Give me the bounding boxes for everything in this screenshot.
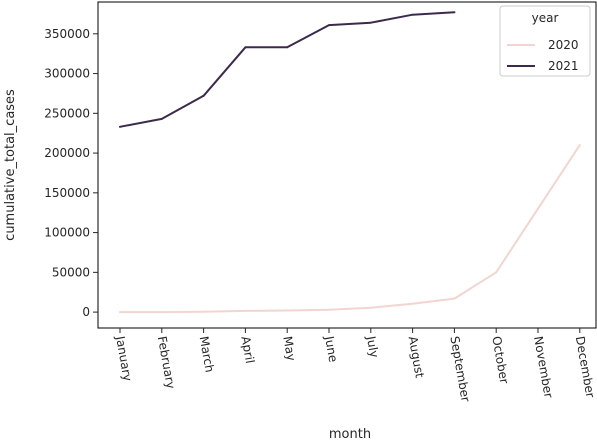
x-tick-label: January bbox=[113, 334, 135, 382]
y-tick-label: 250000 bbox=[44, 106, 90, 120]
x-tick-label: April bbox=[238, 335, 257, 364]
x-tick-label: May bbox=[280, 335, 298, 362]
x-axis-ticks: January February March April May June July Augu… bbox=[113, 328, 597, 403]
y-tick-label: 0 bbox=[82, 305, 90, 319]
y-tick-label: 300000 bbox=[44, 67, 90, 81]
x-tick-label: August bbox=[406, 335, 427, 379]
y-tick-label: 100000 bbox=[44, 226, 90, 240]
data-point-2020 bbox=[578, 144, 581, 147]
data-point-2021 bbox=[119, 125, 121, 128]
x-tick-label: March bbox=[197, 335, 217, 373]
x-tick-label: June bbox=[322, 334, 341, 363]
data-point-2021 bbox=[411, 13, 414, 16]
data-point-2020 bbox=[202, 310, 205, 313]
x-tick-label: September bbox=[447, 335, 472, 403]
y-axis-label: cumulative_total_cases bbox=[3, 89, 18, 241]
series-line-2020 bbox=[119, 144, 581, 314]
data-point-2020 bbox=[495, 271, 498, 274]
data-point-2020 bbox=[244, 310, 247, 312]
data-point-2020 bbox=[328, 308, 330, 311]
legend-frame bbox=[499, 5, 591, 77]
data-point-2020 bbox=[411, 302, 414, 305]
y-axis-ticks: 0 50000 100000 150000 200000 250000 300000 3500… bbox=[44, 27, 98, 319]
legend-label-2021: 2021 bbox=[548, 59, 579, 73]
legend-label-2020: 2020 bbox=[548, 38, 579, 52]
x-axis-label: month bbox=[329, 427, 371, 442]
data-point-2020 bbox=[453, 297, 456, 300]
x-tick-label: October bbox=[489, 335, 511, 385]
data-point-2020 bbox=[537, 207, 539, 210]
data-point-2021 bbox=[286, 46, 289, 49]
data-point-2020 bbox=[369, 306, 372, 309]
legend-title: year bbox=[532, 11, 559, 25]
data-point-2021 bbox=[160, 118, 163, 120]
x-tick-label: November bbox=[531, 335, 556, 399]
data-point-2021 bbox=[453, 11, 456, 14]
y-tick-label: 200000 bbox=[44, 146, 90, 160]
data-point-2020 bbox=[119, 311, 121, 313]
y-tick-label: 350000 bbox=[44, 27, 90, 41]
series-lines bbox=[119, 11, 581, 314]
y-tick-label: 50000 bbox=[52, 265, 90, 279]
data-point-2020 bbox=[160, 311, 163, 313]
x-tick-label: February bbox=[155, 335, 178, 390]
data-point-2021 bbox=[244, 46, 247, 49]
legend: year 2020 2021 bbox=[499, 5, 591, 77]
data-point-2021 bbox=[328, 24, 330, 26]
x-tick-label: July bbox=[364, 334, 382, 359]
data-point-2020 bbox=[286, 309, 289, 312]
x-tick-label: December bbox=[573, 335, 597, 399]
data-point-2021 bbox=[369, 21, 372, 24]
y-tick-label: 150000 bbox=[44, 186, 90, 200]
data-point-2021 bbox=[202, 94, 205, 97]
